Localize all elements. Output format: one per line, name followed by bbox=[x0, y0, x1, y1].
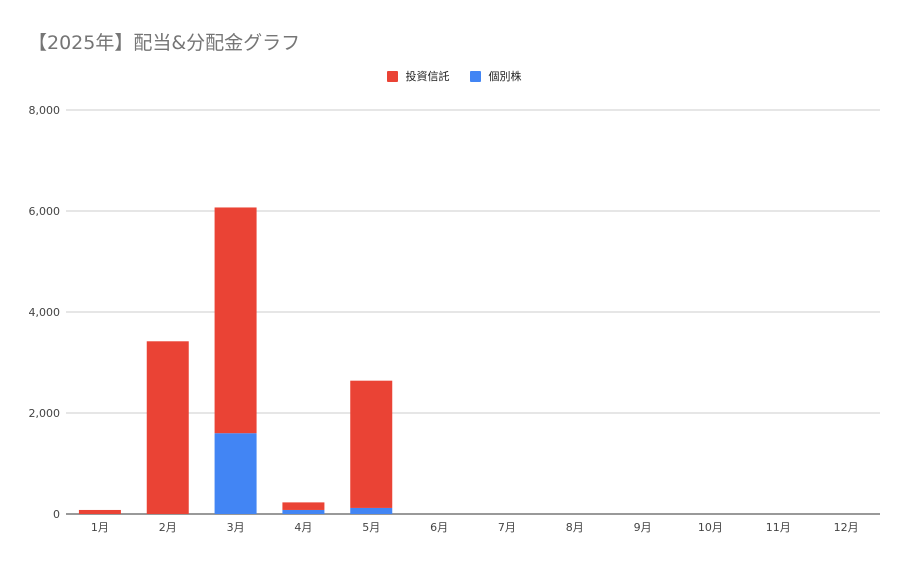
x-tick-label: 10月 bbox=[698, 521, 723, 534]
x-tick-label: 3月 bbox=[227, 521, 245, 534]
legend-item-individual-stock: 個別株 bbox=[469, 68, 522, 84]
bar-investment-trust bbox=[146, 341, 189, 514]
y-axis-ticks: 0 2,000 4,000 6,000 8,000 bbox=[29, 104, 61, 521]
x-tick-label: 1月 bbox=[91, 521, 109, 534]
legend-item-investment-trust: 投資信託 bbox=[386, 68, 450, 84]
x-tick-label: 5月 bbox=[362, 521, 380, 534]
x-axis-ticks: 1月 2月 3月 4月 5月 6月 7月 8月 9月 10月 11月 12月 bbox=[91, 521, 859, 534]
grid-lines bbox=[66, 109, 880, 515]
x-tick-label: 6月 bbox=[430, 521, 448, 534]
legend-label-investment-trust: 投資信託 bbox=[405, 70, 450, 83]
x-tick-label: 11月 bbox=[766, 521, 791, 534]
chart-legend: 投資信託 個別株 bbox=[0, 68, 908, 84]
chart-title: 【2025年】配当&分配金グラフ bbox=[28, 32, 301, 54]
x-tick-label: 12月 bbox=[834, 521, 859, 534]
bar-investment-trust bbox=[214, 207, 257, 434]
y-tick-label: 2,000 bbox=[29, 407, 61, 420]
legend-label-individual-stock: 個別株 bbox=[488, 70, 522, 83]
y-tick-label: 0 bbox=[53, 508, 60, 521]
y-tick-label: 6,000 bbox=[29, 205, 61, 218]
x-tick-label: 2月 bbox=[159, 521, 177, 534]
bar-investment-trust bbox=[78, 509, 121, 514]
bar-individual-stock bbox=[282, 509, 325, 514]
x-tick-label: 4月 bbox=[294, 521, 312, 534]
x-tick-label: 8月 bbox=[566, 521, 584, 534]
legend-swatch-investment-trust bbox=[386, 70, 398, 82]
y-tick-label: 8,000 bbox=[29, 104, 61, 117]
bar-investment-trust bbox=[282, 502, 325, 510]
y-tick-label: 4,000 bbox=[29, 306, 61, 319]
legend-swatch-individual-stock bbox=[469, 70, 481, 82]
bar-investment-trust bbox=[350, 380, 393, 508]
x-tick-label: 9月 bbox=[634, 521, 652, 534]
bars bbox=[78, 207, 393, 514]
bar-individual-stock bbox=[350, 507, 393, 514]
bar-individual-stock bbox=[214, 433, 257, 514]
x-tick-label: 7月 bbox=[498, 521, 516, 534]
